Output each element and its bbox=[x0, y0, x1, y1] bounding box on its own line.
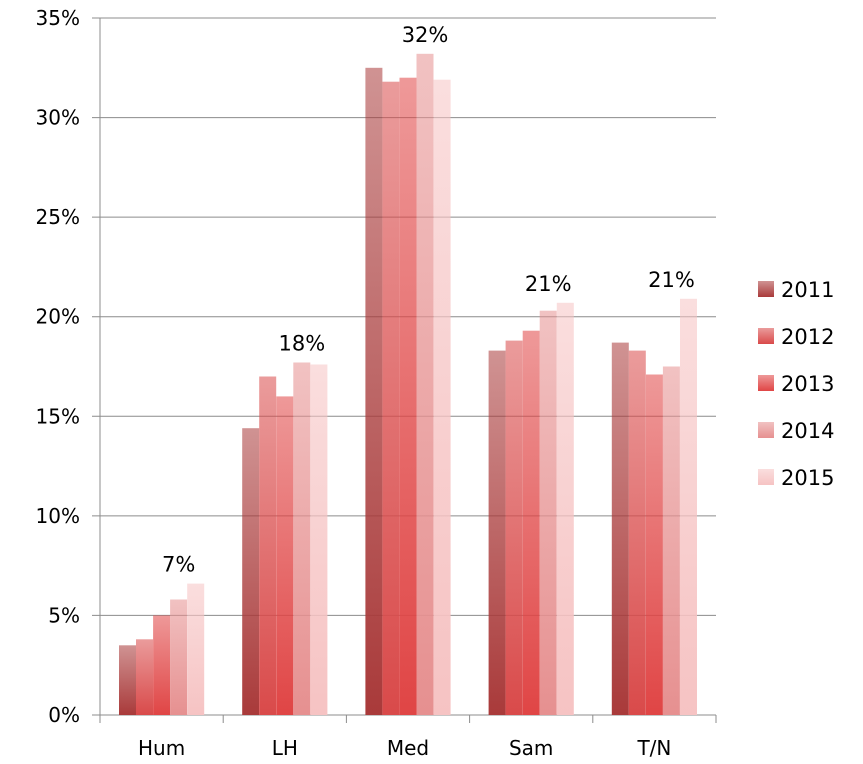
y-tick-label: 10% bbox=[36, 504, 80, 528]
data-label: 18% bbox=[278, 332, 325, 356]
bar-sam-2013 bbox=[522, 330, 540, 715]
bar-sam-2011 bbox=[488, 350, 506, 715]
y-tick-label: 15% bbox=[36, 404, 80, 428]
bar-lh-2013 bbox=[276, 396, 294, 715]
x-tick-label: Sam bbox=[509, 736, 553, 760]
legend-swatch bbox=[758, 328, 774, 344]
x-tick-label: Med bbox=[387, 736, 429, 760]
bar-hum-2012 bbox=[136, 639, 153, 715]
bar-sam-2015 bbox=[556, 302, 574, 715]
data-label: 32% bbox=[402, 23, 449, 47]
y-tick-label: 25% bbox=[36, 205, 80, 229]
legend-swatch bbox=[758, 375, 774, 391]
legend-label: 2012 bbox=[781, 325, 834, 349]
bar-tn-2015 bbox=[680, 298, 697, 715]
bar-lh-2012 bbox=[259, 376, 277, 715]
bar-tn-2013 bbox=[645, 374, 663, 715]
y-tick-label: 20% bbox=[36, 305, 80, 329]
bar-hum-2015 bbox=[187, 583, 205, 715]
x-tick-label: T/N bbox=[636, 736, 671, 760]
bar-med-2011 bbox=[365, 67, 383, 716]
bar-med-2013 bbox=[399, 77, 417, 715]
data-label: 7% bbox=[162, 553, 195, 577]
data-label: 21% bbox=[525, 272, 572, 296]
bar-tn-2014 bbox=[662, 366, 680, 715]
bar-lh-2014 bbox=[293, 362, 311, 715]
y-tick-label: 5% bbox=[48, 603, 80, 627]
legend-swatch bbox=[758, 281, 774, 297]
bar-tn-2011 bbox=[611, 342, 629, 715]
bar-sam-2012 bbox=[505, 340, 523, 715]
bar-med-2012 bbox=[382, 81, 400, 715]
legend-swatch bbox=[758, 422, 774, 438]
bar-lh-2015 bbox=[310, 364, 328, 715]
legend-swatch bbox=[758, 469, 774, 485]
legend-label: 2015 bbox=[781, 466, 834, 490]
bar-tn-2012 bbox=[628, 350, 646, 715]
bar-med-2014 bbox=[416, 53, 434, 716]
legend-label: 2013 bbox=[781, 372, 834, 396]
bar-hum-2013 bbox=[153, 615, 171, 715]
bar-hum-2011 bbox=[119, 645, 136, 715]
y-tick-label: 30% bbox=[36, 106, 80, 130]
x-tick-label: LH bbox=[272, 736, 298, 760]
data-label: 21% bbox=[648, 268, 695, 292]
bar-sam-2014 bbox=[539, 310, 557, 715]
y-tick-label: 0% bbox=[48, 703, 80, 727]
y-tick-label: 35% bbox=[36, 6, 80, 30]
bar-hum-2014 bbox=[170, 599, 188, 715]
legend-label: 2011 bbox=[781, 278, 834, 302]
legend-label: 2014 bbox=[781, 419, 834, 443]
x-tick-label: Hum bbox=[138, 736, 185, 760]
bar-med-2015 bbox=[433, 79, 451, 715]
bar-lh-2011 bbox=[242, 428, 260, 715]
